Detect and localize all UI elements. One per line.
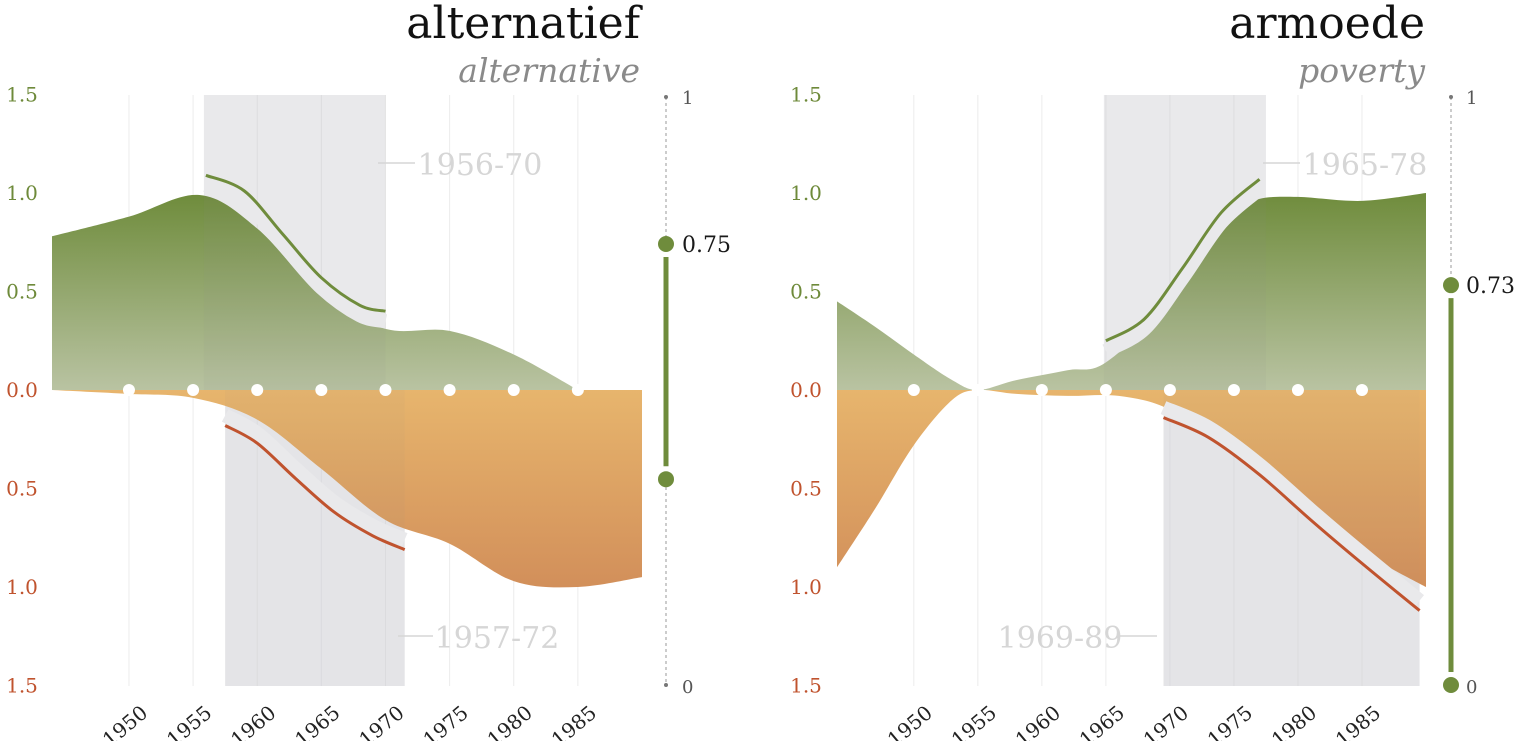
x-tick-label: 1985 [547,700,601,741]
scale-high-marker [1443,277,1459,294]
x-tick-label: 1950 [98,700,152,741]
x-tick-label: 1975 [1203,700,1257,741]
x-tick-label: 1970 [354,700,408,741]
x-tick-label: 1955 [162,700,216,741]
scale-value-label: 0.73 [1466,274,1515,299]
x-tick-label: 1955 [947,700,1001,741]
zero-marker [1163,384,1176,396]
chart-title: armoede [1229,0,1425,49]
x-tick-label: 1985 [1331,700,1385,741]
zero-marker [251,384,264,396]
zero-marker [1227,384,1240,396]
scale-max-dot [1449,95,1453,99]
x-tick-label: 1980 [483,700,537,741]
positive-period-line [1105,178,1261,343]
zero-marker [187,384,200,396]
chart-subtitle: alternative [458,51,640,90]
y-tick-label: 0.5 [790,477,822,501]
negative-period-overlay [1163,390,1420,686]
negative-area [52,390,642,588]
positive-period-line [205,173,386,313]
y-tick-label: 0.0 [6,378,38,402]
zero-marker [571,384,584,396]
zero-marker [379,384,392,396]
y-tick-label: 0.0 [790,378,822,402]
negative-period-line [1162,416,1421,612]
scale-max-label: 1 [1466,88,1477,109]
x-tick-label: 1960 [226,700,280,741]
zero-marker [315,384,328,396]
x-tick-label: 1975 [418,700,472,741]
negative-period-line [224,424,406,551]
chart-title: alternatief [406,0,642,49]
zero-marker [1291,384,1304,396]
y-tick-label: 1.5 [790,83,822,107]
y-tick-label: 0.5 [6,280,38,304]
scale-min-label: 0 [682,677,693,698]
positive-period-label: 1956-70 [418,148,543,183]
scale-max-dot [664,95,668,99]
scale-min-dot [664,683,668,687]
y-tick-label: 0.5 [790,280,822,304]
positive-period-halo [203,178,388,329]
zero-marker [1035,384,1048,396]
zero-marker [507,384,520,396]
scale-low-marker [658,471,674,488]
negative-area [837,389,1426,587]
x-tick-label: 1965 [290,700,344,741]
positive-period-overlay [203,95,386,390]
x-tick-label: 1950 [883,700,937,741]
y-tick-label: 0.5 [6,477,38,501]
y-tick-label: 1.0 [6,181,38,205]
negative-period-halo [221,409,408,547]
zero-marker [1099,384,1112,396]
y-tick-label: 1.0 [790,575,822,599]
zero-marker [1355,384,1368,396]
scale-low-marker [1443,677,1459,693]
y-tick-label: 1.5 [790,674,822,698]
negative-period-label: 1957-72 [435,621,560,656]
positive-area [52,194,578,390]
x-tick-label: 1965 [1075,700,1129,741]
y-tick-label: 1.0 [6,575,38,599]
y-tick-label: 1.5 [6,674,38,698]
chart-subtitle: poverty [1298,51,1425,90]
zero-marker [971,384,984,396]
negative-period-label: 1969-89 [998,621,1123,656]
scale-high-marker [658,236,674,252]
negative-period-halo [1160,401,1425,607]
zero-marker [443,384,456,396]
zero-marker [122,384,135,396]
scale-value-label: 0.75 [682,233,731,258]
positive-area [837,193,1426,390]
zero-marker [907,384,920,396]
positive-period-label: 1965-78 [1303,148,1428,183]
x-tick-label: 1980 [1267,700,1321,741]
x-tick-label: 1970 [1139,700,1193,741]
y-tick-label: 1.5 [6,83,38,107]
y-tick-label: 1.0 [790,181,822,205]
positive-period-halo [1102,183,1265,358]
scale-min-label: 0 [1466,677,1477,698]
scale-max-label: 1 [682,88,693,109]
x-tick-label: 1960 [1011,700,1065,741]
